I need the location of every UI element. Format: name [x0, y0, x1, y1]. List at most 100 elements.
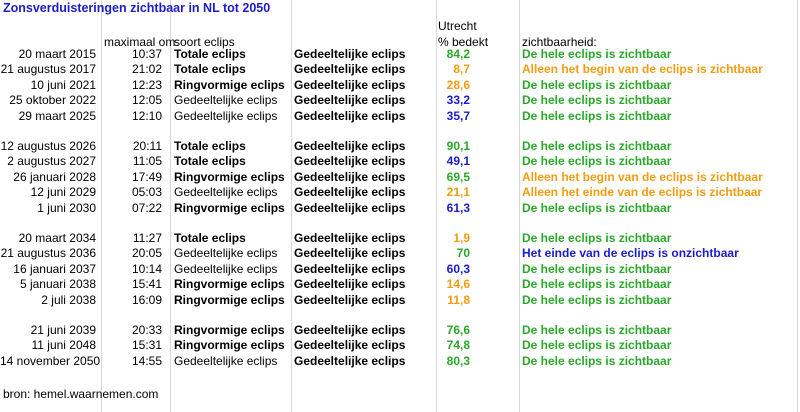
source-note: bron: hemel.waarnemen.com	[3, 387, 159, 401]
eclipse-date: 25 oktober 2022	[9, 93, 96, 107]
visibility: De hele eclips is zichtbaar	[522, 231, 672, 245]
table-row: 12 augustus 2026 20:11 Totale eclips Gedeel…	[0, 138, 800, 154]
eclipse-time: 16:09	[131, 293, 162, 307]
local-type: Gedeeltelijke eclips	[294, 170, 406, 184]
eclipse-date: 2 juli 2038	[41, 293, 96, 307]
visibility: De hele eclips is zichtbaar	[522, 93, 672, 107]
eclipse-date: 1 juni 2030	[37, 201, 96, 215]
eclipse-time: 10:14	[131, 262, 162, 276]
eclipse-time: 11:27	[132, 231, 162, 245]
coverage-pct: 60,3	[446, 262, 470, 276]
coverage-pct: 35,7	[446, 109, 470, 123]
eclipse-date: 26 januari 2028	[13, 170, 96, 184]
local-type: Gedeeltelijke eclips	[294, 109, 406, 123]
eclipse-time: 21:02	[131, 62, 162, 76]
column-divider	[101, 0, 102, 412]
table-row: 21 juni 2039 20:33 Ringvormige eclips Gedee…	[0, 322, 800, 338]
eclipse-date: 21 juni 2039	[30, 323, 96, 337]
table-row: 2 augustus 2027 11:05 Totale eclips Gedeelt…	[0, 153, 800, 169]
coverage-pct: 80,3	[446, 354, 470, 368]
header-utrecht: Utrecht	[438, 19, 477, 33]
coverage-pct: 33,2	[446, 93, 470, 107]
eclipse-type: Ringvormige eclips	[174, 78, 285, 92]
visibility: De hele eclips is zichtbaar	[522, 201, 672, 215]
table-row: 20 maart 2015 10:37 Totale eclips Gedeeltel…	[0, 46, 800, 62]
coverage-pct: 69,5	[446, 170, 470, 184]
eclipse-date: 10 juni 2021	[30, 78, 96, 92]
column-divider	[436, 0, 437, 412]
eclipse-type: Ringvormige eclips	[174, 170, 285, 184]
visibility: De hele eclips is zichtbaar	[522, 154, 672, 168]
eclipse-type: Totale eclips	[174, 231, 246, 245]
eclipse-time: 15:41	[131, 277, 162, 291]
table-row: 26 januari 2028 17:49 Ringvormige eclips Ge…	[0, 169, 800, 185]
local-type: Gedeeltelijke eclips	[294, 262, 406, 276]
eclipse-date: 11 juni 2048	[31, 338, 97, 352]
eclipse-time: 20:05	[131, 246, 162, 260]
table-row: 16 januari 2037 10:14 Gedeeltelijke eclips…	[0, 261, 800, 277]
table-row: 11 juni 2048 15:31 Ringvormige eclips Gedee…	[0, 337, 800, 353]
eclipse-date: 12 juni 2029	[30, 185, 96, 199]
eclipse-date: 2 augustus 2027	[7, 154, 96, 168]
coverage-pct: 11,8	[447, 293, 470, 307]
local-type: Gedeeltelijke eclips	[294, 185, 406, 199]
local-type: Gedeeltelijke eclips	[294, 154, 406, 168]
visibility: Het einde van de eclips is onzichtbaar	[522, 246, 739, 260]
coverage-pct: 21,1	[446, 185, 470, 199]
visibility: Alleen het einde van de eclips is zichtb…	[522, 185, 763, 199]
eclipse-time: 12:10	[131, 109, 162, 123]
table-row: 1 juni 2030 07:22 Ringvormige eclips Gedeel…	[0, 200, 800, 216]
table-row: 2 juli 2038 16:09 Ringvormige eclips Gedeel…	[0, 292, 800, 308]
eclipse-type: Totale eclips	[174, 47, 246, 61]
local-type: Gedeeltelijke eclips	[294, 246, 406, 260]
table-row: 10 juni 2021 12:23 Ringvormige eclips Gedee…	[0, 77, 800, 93]
coverage-pct: 61,3	[446, 201, 470, 215]
eclipse-type: Totale eclips	[174, 139, 246, 153]
table-row: 29 maart 2025 12:10 Gedeeltelijke eclips Ge…	[0, 108, 800, 124]
local-type: Gedeeltelijke eclips	[294, 201, 406, 215]
local-type: Gedeeltelijke eclips	[294, 323, 406, 337]
visibility: De hele eclips is zichtbaar	[522, 293, 672, 307]
table-row: 25 oktober 2022 12:05 Gedeeltelijke eclips…	[0, 92, 800, 108]
header-soort-eclips: soort eclips	[174, 35, 235, 49]
table-row: 12 juni 2029 05:03 Gedeeltelijke eclips Ged…	[0, 184, 800, 200]
local-type: Gedeeltelijke eclips	[294, 231, 406, 245]
column-divider	[519, 0, 520, 412]
visibility: De hele eclips is zichtbaar	[522, 47, 672, 61]
eclipse-type: Gedeeltelijke eclips	[174, 354, 278, 368]
eclipse-time: 20:33	[131, 323, 162, 337]
eclipse-date: 20 maart 2034	[18, 231, 96, 245]
visibility: De hele eclips is zichtbaar	[522, 78, 672, 92]
visibility: De hele eclips is zichtbaar	[522, 323, 672, 337]
local-type: Gedeeltelijke eclips	[294, 47, 406, 61]
coverage-pct: 28,6	[446, 78, 470, 92]
table-row: 21 augustus 2017 21:02 Totale eclips Gedeel…	[0, 61, 800, 77]
eclipse-time: 05:03	[131, 185, 162, 199]
eclipse-date: 14 november 2050	[0, 354, 101, 368]
coverage-pct: 74,8	[446, 338, 470, 352]
coverage-pct: 70	[456, 246, 470, 260]
table-row: 14 november 2050 14:55 Gedeeltelijke eclip…	[0, 353, 800, 369]
column-divider	[170, 0, 171, 412]
eclipse-time: 14:55	[131, 354, 162, 368]
header-zichtbaarheid: zichtbaarheid:	[522, 35, 597, 49]
visibility: Alleen het begin van de eclips is zichtb…	[522, 170, 763, 184]
visibility: De hele eclips is zichtbaar	[522, 139, 672, 153]
eclipse-type: Ringvormige eclips	[174, 201, 285, 215]
table-row: 5 januari 2038 15:41 Ringvormige eclips Ged…	[0, 276, 800, 292]
eclipse-date: 12 augustus 2026	[0, 139, 96, 153]
local-type: Gedeeltelijke eclips	[294, 338, 406, 352]
visibility: Alleen het begin van de eclips is zichtb…	[522, 62, 763, 76]
eclipse-type: Ringvormige eclips	[174, 277, 285, 291]
header-pct-bedekt: % bedekt	[438, 35, 489, 49]
table-row: 21 augustus 2036 20:05 Gedeeltelijke eclip…	[0, 245, 800, 261]
eclipse-type: Gedeeltelijke eclips	[174, 262, 278, 276]
eclipse-time: 11:05	[132, 154, 162, 168]
local-type: Gedeeltelijke eclips	[294, 354, 406, 368]
coverage-pct: 14,6	[446, 277, 470, 291]
eclipse-time: 07:22	[131, 201, 162, 215]
coverage-pct: 84,2	[446, 47, 470, 61]
eclipse-type: Ringvormige eclips	[174, 323, 285, 337]
visibility: De hele eclips is zichtbaar	[522, 277, 672, 291]
